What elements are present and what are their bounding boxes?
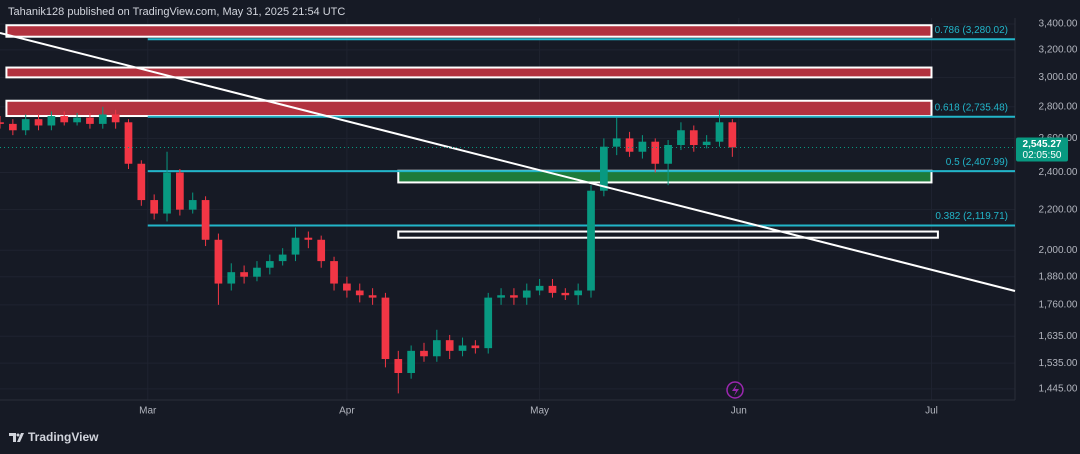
y-tick-label: 3,400.00	[1039, 19, 1078, 30]
y-tick-label: 3,000.00	[1039, 72, 1078, 83]
candle-body	[0, 122, 4, 124]
zone	[5, 99, 933, 118]
candle-body	[638, 141, 647, 152]
candle-body	[265, 261, 274, 268]
candle-body	[253, 267, 261, 277]
x-tick-label: Jun	[731, 406, 747, 417]
icon	[732, 384, 739, 396]
x-tick-label: May	[530, 406, 549, 417]
trendline	[0, 32, 1016, 292]
candle-body	[355, 290, 364, 296]
candle-body	[458, 345, 467, 351]
x-tick-label: Mar	[139, 406, 157, 417]
fib-label: 0.382 (2,119.71)	[935, 211, 1008, 222]
y-tick-label: 2,200.00	[1039, 204, 1078, 215]
candle-body	[561, 292, 570, 296]
candle-body	[587, 190, 595, 291]
candle-body	[47, 116, 56, 126]
candle-body	[98, 114, 107, 124]
candle-body	[432, 340, 441, 357]
y-tick-label: 1,445.00	[1039, 384, 1078, 395]
candle-body	[471, 345, 480, 349]
x-tick-label: Apr	[339, 406, 355, 417]
header: Tahanik128 published on TradingView.com,…	[8, 6, 345, 18]
candle-body	[176, 172, 184, 210]
candle-body	[227, 272, 236, 284]
candle-body	[728, 122, 737, 148]
last-price-box	[1016, 137, 1068, 162]
candle-body	[664, 145, 672, 164]
y-tick-label: 2,800.00	[1039, 101, 1078, 112]
footer: TradingView	[28, 430, 99, 444]
candle-body	[21, 119, 30, 131]
candle-body	[510, 295, 518, 298]
candle-body	[163, 172, 171, 214]
candle-body	[522, 290, 531, 298]
y-tick-label: 3,200.00	[1039, 44, 1078, 55]
candle-body	[574, 290, 583, 296]
candle-body	[497, 295, 505, 298]
icon	[726, 381, 744, 399]
candle-body	[343, 283, 351, 291]
candle-body	[73, 117, 81, 123]
candle-body	[612, 138, 621, 147]
candle-body	[368, 295, 377, 298]
candle-body	[407, 350, 415, 374]
logo	[9, 433, 24, 442]
y-tick-label: 2,000.00	[1039, 245, 1078, 256]
y-tick-label: 2,400.00	[1039, 167, 1078, 178]
candle-body	[394, 359, 403, 374]
candle-body	[677, 130, 685, 146]
candle-body	[137, 163, 146, 201]
candle-body	[304, 237, 313, 240]
fib-label: 0.786 (3,280.02)	[935, 25, 1008, 36]
zone	[5, 66, 933, 79]
candle-body	[548, 285, 557, 293]
candle-body	[651, 141, 660, 164]
x-tick-label: Jul	[925, 406, 938, 417]
candle-body	[278, 254, 287, 262]
y-tick-label: 1,535.00	[1039, 358, 1078, 369]
candle-body	[60, 116, 69, 123]
zone	[397, 230, 939, 239]
candle-body	[330, 261, 338, 284]
candle-body	[86, 117, 94, 124]
candle-body	[150, 200, 159, 214]
last-price-label: 2,545.27	[1023, 139, 1062, 150]
candle-body	[420, 350, 428, 357]
candle-body	[240, 272, 248, 277]
candle-body	[34, 119, 43, 126]
fib-label: 0.5 (2,407.99)	[946, 157, 1008, 168]
candle-body	[8, 123, 17, 131]
candle-body	[715, 122, 724, 142]
candle-body	[484, 297, 493, 349]
candle-body	[124, 122, 133, 164]
candle-body	[188, 200, 197, 210]
candle-body	[535, 285, 544, 291]
candle-body	[702, 141, 711, 146]
candle-body	[317, 239, 326, 262]
y-tick-label: 1,635.00	[1039, 331, 1078, 342]
candle-body	[689, 130, 698, 146]
zone	[397, 169, 933, 184]
candle-body	[445, 340, 454, 351]
candle-body	[111, 114, 120, 123]
candle-body	[600, 146, 608, 191]
fib-label: 0.618 (2,735.48)	[935, 102, 1008, 113]
candle-body	[201, 200, 210, 240]
countdown: 02:05:50	[1023, 150, 1062, 161]
y-tick-label: 1,880.00	[1039, 271, 1078, 282]
candle-body	[291, 237, 300, 255]
candle-body	[625, 138, 634, 152]
y-tick-label: 1,760.00	[1039, 299, 1078, 310]
zone	[5, 24, 933, 38]
candle-body	[214, 239, 223, 284]
candle-body	[381, 297, 390, 360]
